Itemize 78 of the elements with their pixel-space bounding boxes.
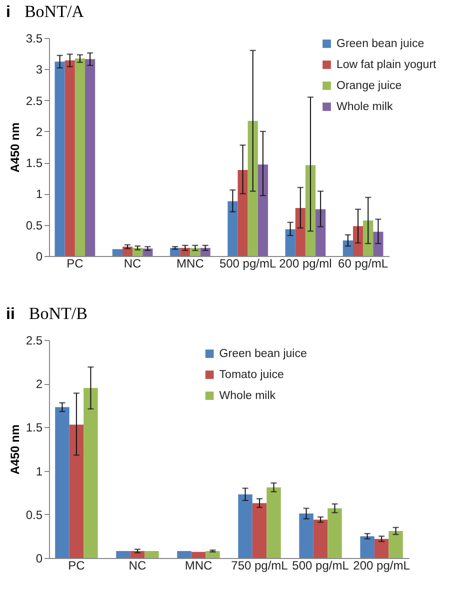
x-tick-label: 500 pg/mL bbox=[219, 256, 276, 270]
bar bbox=[266, 487, 281, 558]
bar bbox=[285, 229, 296, 256]
legend-label: Whole milk bbox=[336, 100, 393, 113]
legend-label: Whole milk bbox=[219, 390, 276, 402]
bar bbox=[313, 520, 328, 558]
bar bbox=[190, 248, 200, 256]
bar bbox=[200, 248, 210, 256]
legend-label: Green bean juice bbox=[336, 38, 424, 50]
bar bbox=[144, 551, 159, 558]
bar bbox=[54, 62, 65, 256]
bar bbox=[360, 536, 374, 558]
chart-title: BoNT/B bbox=[28, 304, 88, 323]
x-tick-label: PC bbox=[66, 256, 84, 270]
text: ii bbox=[6, 306, 15, 323]
y-axis-title: A450 nm bbox=[8, 122, 22, 173]
text: i bbox=[6, 4, 10, 21]
bar bbox=[170, 248, 180, 256]
y-tick-label: 2.5 bbox=[26, 334, 43, 348]
bar bbox=[373, 232, 384, 256]
bar bbox=[177, 551, 192, 558]
bar bbox=[248, 120, 258, 256]
bar bbox=[69, 424, 84, 558]
legend-label: Orange juice bbox=[336, 80, 402, 92]
bar bbox=[142, 248, 153, 256]
bar bbox=[258, 164, 268, 256]
bar bbox=[388, 530, 403, 558]
bar bbox=[191, 552, 206, 558]
y-tick-label: 0 bbox=[36, 552, 43, 566]
x-tick-label: MNC bbox=[176, 256, 204, 270]
y-tick-label: 0.5 bbox=[26, 218, 43, 232]
x-tick-label: NC bbox=[128, 558, 146, 572]
bar bbox=[112, 249, 122, 256]
x-tick-label: 500 pg/mL bbox=[292, 558, 350, 572]
y-tick-label: 0 bbox=[36, 250, 43, 264]
bar bbox=[64, 60, 75, 256]
y-axis-title: A450 nm bbox=[8, 424, 22, 475]
y-tick-label: 3.5 bbox=[26, 32, 43, 46]
bar bbox=[122, 246, 133, 256]
bar bbox=[374, 538, 389, 558]
bar bbox=[295, 208, 306, 256]
bar bbox=[252, 503, 267, 558]
y-tick-label: 0.5 bbox=[26, 508, 43, 522]
legend-label: Tomato juice bbox=[219, 368, 284, 381]
y-tick-label: 2 bbox=[36, 377, 43, 392]
x-tick-label: MNC bbox=[184, 558, 212, 572]
x-tick-label: 200 pg/ml bbox=[279, 256, 332, 270]
bar bbox=[206, 551, 220, 558]
x-tick-label: 750 pg/mL bbox=[231, 558, 288, 572]
y-tick-label: 1.5 bbox=[26, 156, 43, 170]
bar bbox=[84, 388, 98, 558]
bar bbox=[328, 508, 342, 558]
y-tick-label: 2 bbox=[36, 124, 43, 139]
bar bbox=[238, 170, 248, 256]
bar bbox=[55, 407, 70, 558]
bar bbox=[116, 551, 130, 558]
legend-label: Low fat plain yogurt bbox=[336, 58, 438, 71]
x-tick-label: 200 pg/mL bbox=[353, 558, 410, 572]
bar bbox=[228, 201, 238, 256]
bar bbox=[352, 226, 364, 256]
y-tick-label: 1.5 bbox=[26, 420, 43, 435]
y-tick-label: 2.5 bbox=[26, 94, 43, 108]
bar bbox=[299, 514, 314, 558]
bar bbox=[238, 494, 252, 558]
x-tick-label: PC bbox=[68, 558, 86, 572]
y-tick-label: 1 bbox=[36, 464, 43, 478]
y-tick-label: 3 bbox=[36, 62, 43, 77]
bar bbox=[85, 59, 96, 256]
bar bbox=[342, 240, 353, 256]
bar bbox=[74, 58, 86, 256]
x-tick-label: 60 pg/mL bbox=[338, 256, 388, 270]
bar bbox=[316, 209, 326, 256]
y-tick-label: 1 bbox=[36, 187, 43, 202]
legend-label: Green bean juice bbox=[219, 348, 307, 360]
x-tick-label: NC bbox=[124, 256, 142, 270]
bar bbox=[180, 248, 190, 256]
chart-title: BoNT/A bbox=[24, 2, 84, 21]
bar bbox=[363, 220, 374, 256]
